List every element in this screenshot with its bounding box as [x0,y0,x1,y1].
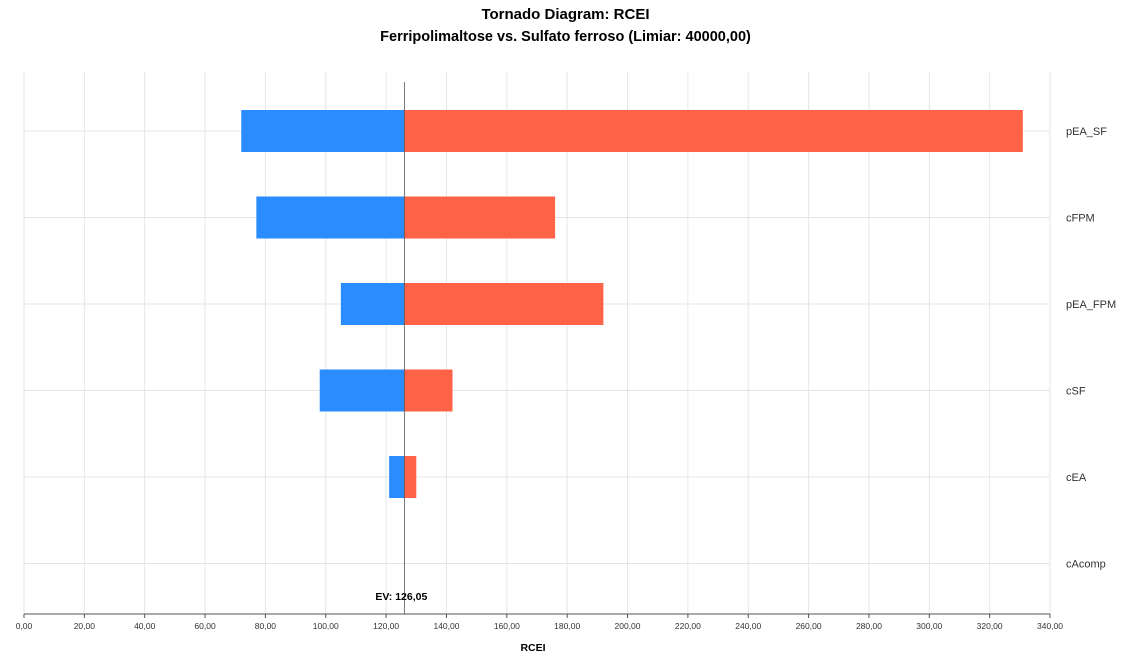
x-tick-label: 300,00 [916,621,942,631]
x-tick-label: 220,00 [675,621,701,631]
x-tick-label: 100,00 [313,621,339,631]
chart-title: Tornado Diagram: RCEI [481,6,650,23]
bar-high [404,456,417,498]
bar-high [404,369,453,412]
bar-low [319,369,405,412]
bar-low [241,110,405,152]
category-label: pEA_FPM [1066,299,1116,311]
category-label: pEA_SF [1066,126,1107,138]
x-tick-label: 200,00 [615,621,641,631]
x-tick-label: 80,00 [255,621,277,631]
x-tick-label: 140,00 [433,621,459,631]
x-tick-label: 0,00 [16,621,33,631]
category-label: cFPM [1066,213,1095,225]
chart-titles: Tornado Diagram: RCEI Ferripolimaltose v… [0,4,1131,48]
ev-label: EV: 126,05 [375,591,427,603]
x-tick-label: 340,00 [1037,621,1063,631]
bar-high [404,196,556,239]
bar-high [404,110,1023,152]
x-tick-label: 180,00 [554,621,580,631]
bar-low [256,196,405,239]
x-tick-label: 20,00 [74,621,96,631]
x-tick-label: 40,00 [134,621,156,631]
x-axis-title: RCEI [520,642,545,654]
x-tick-label: 60,00 [194,621,216,631]
x-tick-label: 120,00 [373,621,399,631]
x-tick-label: 240,00 [735,621,761,631]
category-label: cAcomp [1066,559,1106,571]
x-tick-label: 260,00 [796,621,822,631]
bar-low [340,283,405,325]
category-label: cSF [1066,386,1086,398]
bar-high [404,283,604,325]
x-tick-label: 280,00 [856,621,882,631]
chart-subtitle: Ferripolimaltose vs. Sulfato ferroso (Li… [380,29,751,45]
x-tick-label: 160,00 [494,621,520,631]
bar-low [389,456,405,498]
x-tick-label: 320,00 [977,621,1003,631]
category-label: cEA [1066,472,1087,484]
